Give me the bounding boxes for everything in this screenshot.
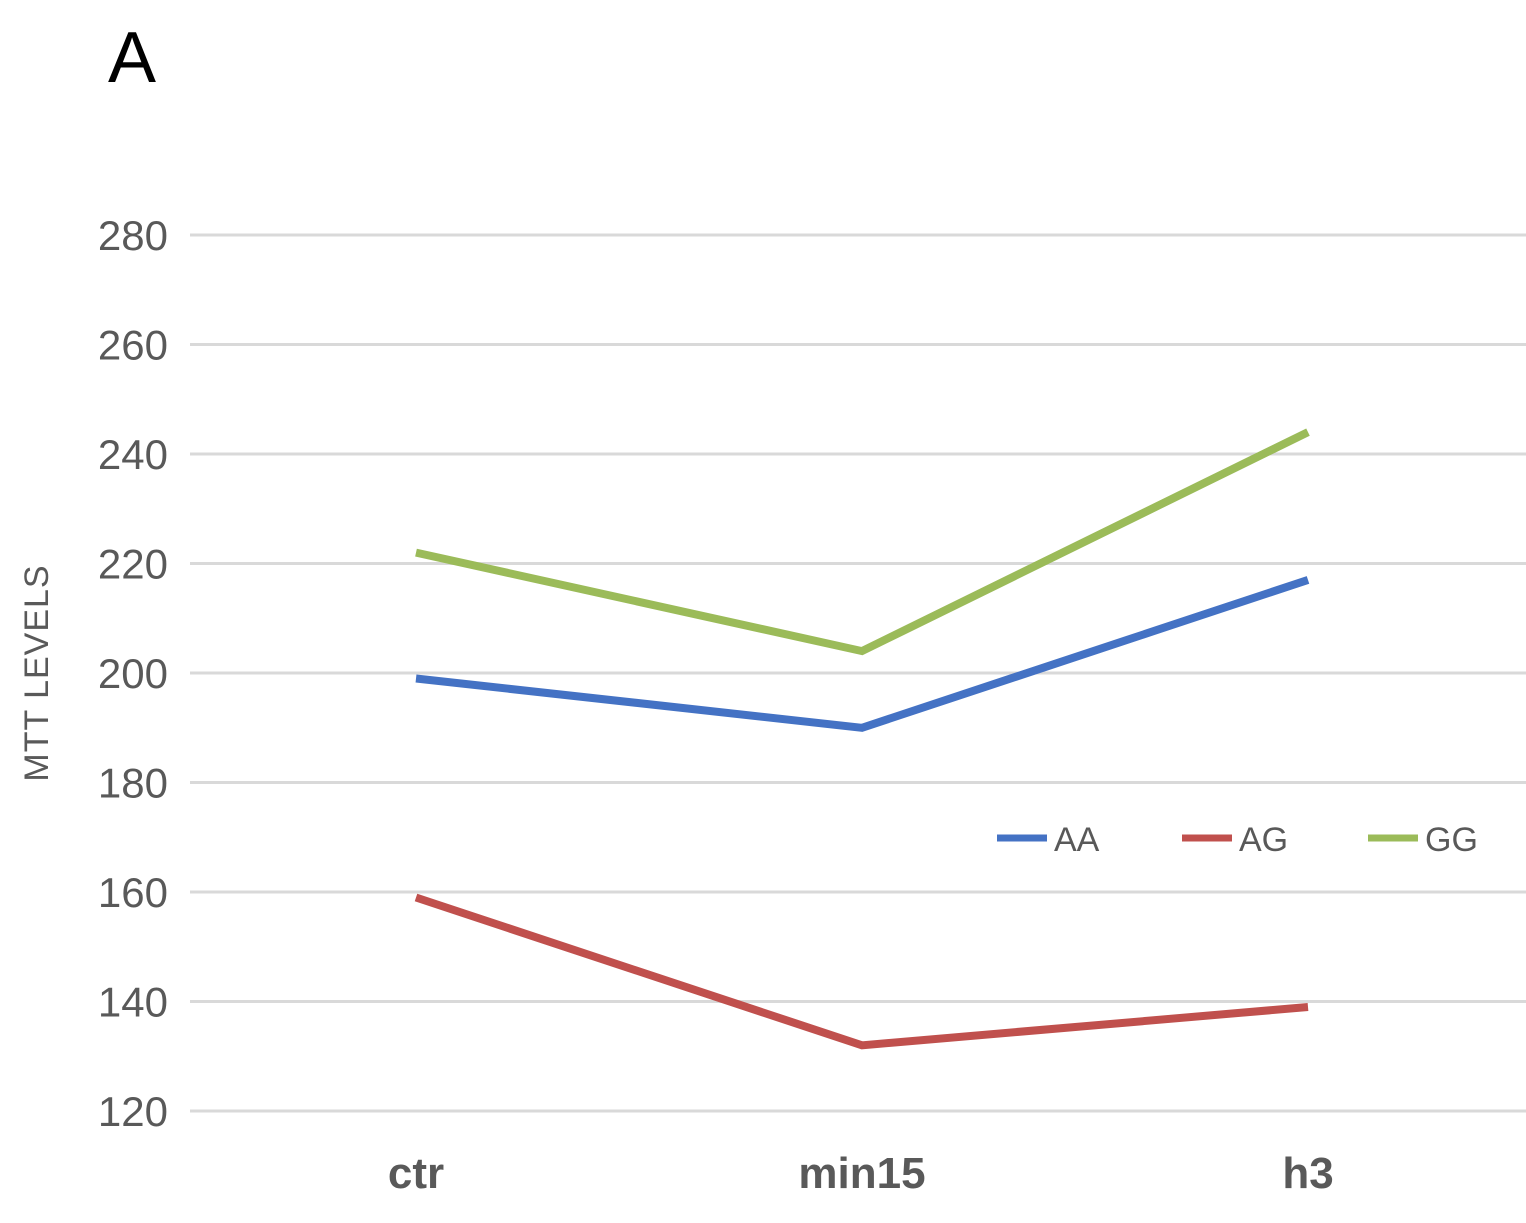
y-axis-ticks: 120 140 160 180 200 220 240 260 280: [98, 212, 168, 1135]
gridlines: [190, 233, 1526, 1113]
series-line-aa: [415, 576, 1310, 732]
x-tick-label: min15: [798, 1149, 925, 1198]
y-tick-label: 140: [98, 979, 168, 1026]
panel-label: A: [108, 18, 157, 98]
y-tick-label: 240: [98, 431, 168, 478]
y-tick-label: 160: [98, 869, 168, 916]
y-tick-label: 120: [98, 1088, 168, 1135]
x-tick-label: h3: [1282, 1149, 1333, 1198]
x-axis-ticks: ctr min15 h3: [388, 1149, 1334, 1198]
legend-label-gg: GG: [1425, 821, 1478, 859]
legend: AA AG GG: [997, 821, 1478, 859]
series-line-ag: [414, 893, 1309, 1050]
series-lines: [414, 428, 1310, 1050]
y-tick-label: 280: [98, 212, 168, 259]
y-tick-label: 200: [98, 650, 168, 697]
legend-label-aa: AA: [1054, 821, 1100, 859]
y-axis-title: MTT LEVELS: [18, 564, 56, 781]
y-tick-label: 260: [98, 322, 168, 369]
y-tick-label: 180: [98, 760, 168, 807]
y-tick-label: 220: [98, 541, 168, 588]
legend-label-ag: AG: [1239, 821, 1288, 859]
series-line-gg: [415, 428, 1310, 656]
x-tick-label: ctr: [388, 1149, 444, 1198]
